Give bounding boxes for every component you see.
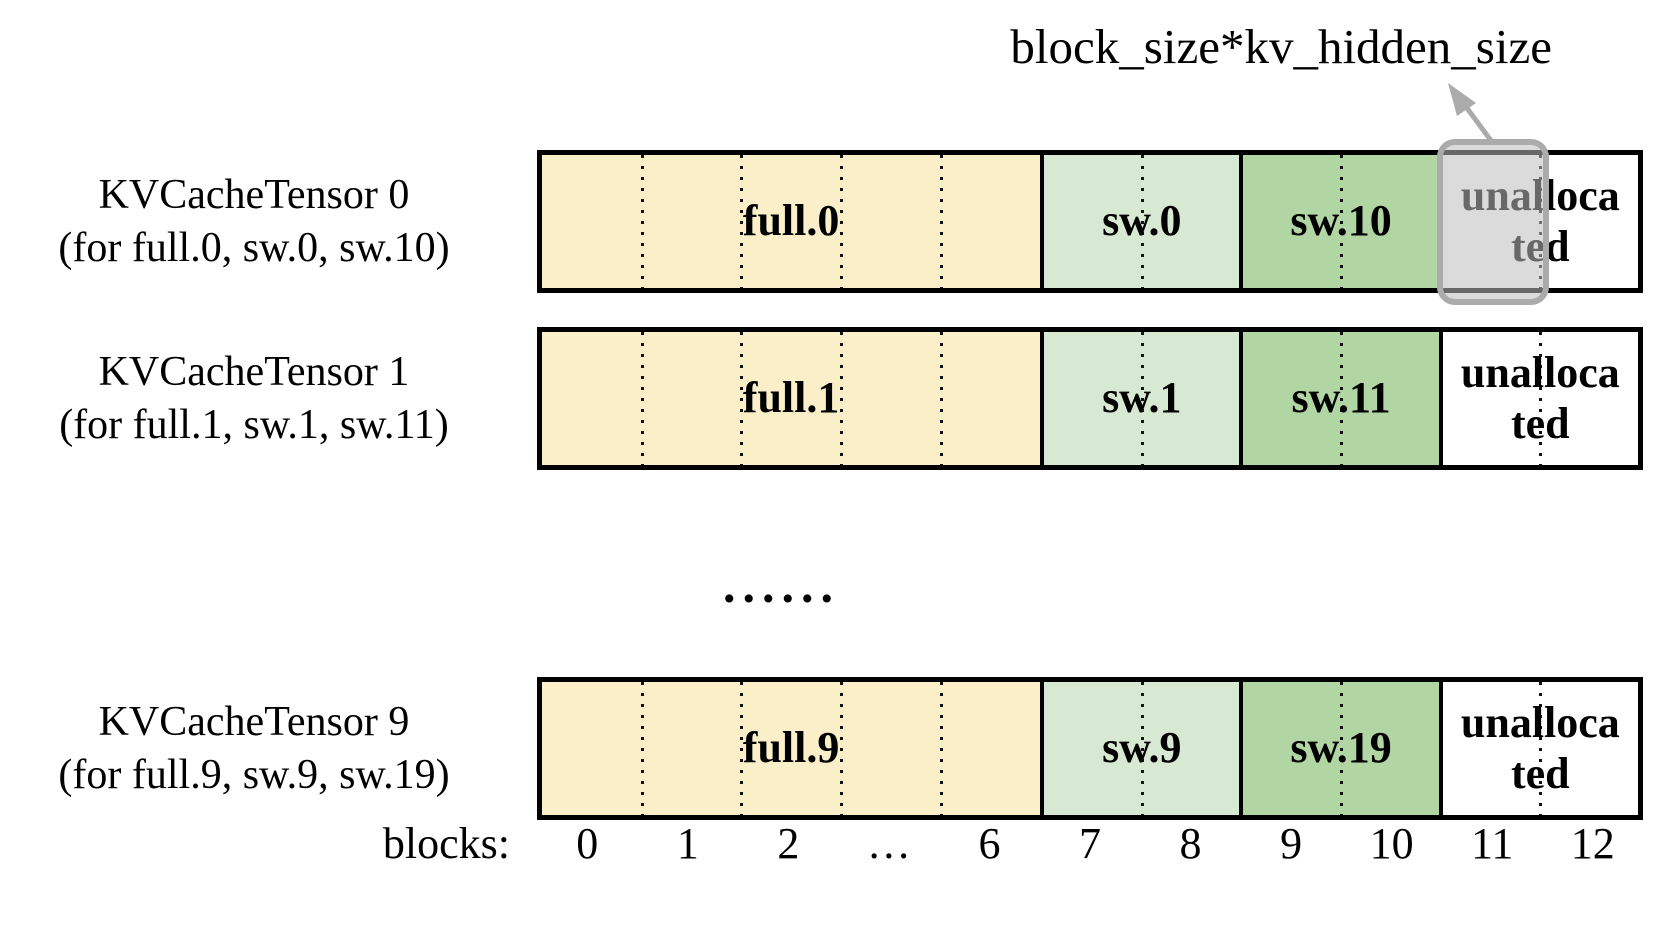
rows-ellipsis: ...... [723,557,840,613]
axis-tick: 7 [1079,819,1101,868]
block-divider-dotted [939,682,943,815]
segment-label: full.0 [742,196,840,246]
block-divider-dotted [740,682,744,815]
block-divider-dotted [839,332,843,465]
block-divider-dotted [939,332,943,465]
axis-tick: 8 [1179,819,1202,868]
segment-label: full.9 [742,723,840,773]
segment-unallocated-1: unalloca ted [1438,332,1638,465]
segment-sw-9: sw.9 [1040,682,1240,815]
block-divider-dotted [640,332,644,465]
segment-sw-19: sw.19 [1239,682,1439,815]
row-label-kvcachetensor-1: KVCacheTensor 1 (for full.1, sw.1, sw.11… [8,327,500,470]
segment-label: sw.1 [1102,373,1182,423]
segment-sw-0: sw.0 [1040,155,1240,288]
row-label-kvcachetensor-9: KVCacheTensor 9 (for full.9, sw.9, sw.19… [8,677,500,820]
segment-label: sw.0 [1102,196,1182,246]
row-title: KVCacheTensor 1 [98,348,410,395]
segment-label: sw.9 [1102,723,1182,773]
block-divider-dotted [839,682,843,815]
axis-tick: 12 [1570,819,1615,868]
block-divider-dotted [939,155,943,288]
block-size-highlight-box [1437,139,1549,305]
block-divider-dotted [1340,155,1344,288]
axis-tick: 11 [1471,819,1514,868]
block-divider-dotted [839,155,843,288]
tensor-bar-0: full.0 sw.0 sw.10 unalloca ted [537,150,1643,293]
block-divider-dotted [640,682,644,815]
block-divider-dotted [1539,332,1543,465]
segment-label: sw.11 [1291,373,1391,423]
axis-tick: 6 [978,819,1001,868]
block-divider-dotted [640,155,644,288]
segment-label: sw.10 [1290,196,1392,246]
annotation-arrow [1448,83,1495,144]
axis-tick: … [866,819,911,868]
block-divider-dotted [1340,332,1344,465]
axis-tick: 9 [1280,819,1303,868]
block-divider-dotted [1140,682,1144,815]
axis-tick: 10 [1369,819,1414,868]
segment-unallocated-9: unalloca ted [1438,682,1638,815]
segment-label: full.1 [742,373,840,423]
segment-full-9: full.9 [542,682,1041,815]
segment-full-1: full.1 [542,332,1041,465]
tensor-bar-1: full.1 sw.1 sw.11 unalloca ted [537,327,1643,470]
row-label-kvcachetensor-0: KVCacheTensor 0 (for full.0, sw.0, sw.10… [8,150,500,293]
block-divider-dotted [1140,155,1144,288]
segment-label: unalloca ted [1460,697,1620,798]
tensor-bar-9: full.9 sw.9 sw.19 unalloca ted [537,677,1643,820]
row-title: KVCacheTensor 9 [98,698,410,745]
segment-sw-1: sw.1 [1040,332,1240,465]
row-subtitle: (for full.1, sw.1, sw.11) [59,401,449,448]
block-divider-dotted [1140,332,1144,465]
row-title: KVCacheTensor 0 [98,171,410,218]
block-size-annotation-label: block_size*kv_hidden_size [1010,19,1552,74]
segment-label: sw.19 [1290,723,1392,773]
blocks-axis-ticks: 0 1 2 … 6 7 8 9 10 11 12 [537,818,1643,869]
block-divider-dotted [740,332,744,465]
axis-tick: 0 [576,819,599,868]
axis-tick: 2 [777,819,800,868]
axis-tick: 1 [676,819,699,868]
segment-label: unalloca ted [1460,347,1620,448]
block-divider-dotted [1539,682,1543,815]
row-subtitle: (for full.0, sw.0, sw.10) [58,224,450,271]
segment-sw-10: sw.10 [1239,155,1439,288]
segment-sw-11: sw.11 [1239,332,1439,465]
block-divider-dotted [1340,682,1344,815]
segment-full-0: full.0 [542,155,1041,288]
blocks-axis-label: blocks: [382,819,510,868]
block-divider-dotted [740,155,744,288]
row-subtitle: (for full.9, sw.9, sw.19) [58,751,450,798]
